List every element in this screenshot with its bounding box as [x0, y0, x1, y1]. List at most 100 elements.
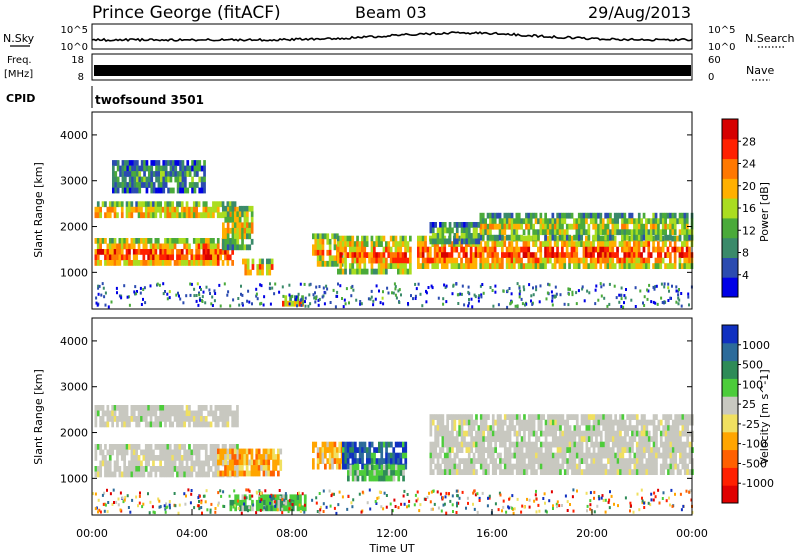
data-cell	[468, 301, 470, 305]
data-cell	[556, 505, 558, 509]
data-cell	[467, 447, 471, 453]
data-cell	[604, 252, 607, 258]
freq-trace	[94, 65, 691, 76]
data-cell	[380, 458, 384, 464]
data-cell	[243, 499, 247, 506]
data-cell	[140, 212, 143, 219]
data-cell	[534, 241, 538, 247]
data-cell	[130, 466, 134, 472]
data-cell	[351, 263, 355, 269]
data-cell	[580, 452, 584, 459]
data-cell	[563, 252, 567, 258]
data-cell	[166, 449, 170, 456]
data-cell	[524, 303, 526, 307]
data-cell	[587, 452, 591, 459]
data-cell	[561, 436, 565, 442]
data-cell	[453, 463, 457, 470]
data-cell	[481, 246, 485, 253]
data-cell	[597, 441, 601, 448]
data-cell	[267, 465, 271, 471]
data-cell	[321, 458, 325, 464]
data-cell	[518, 441, 521, 448]
data-cell	[634, 305, 637, 308]
data-cell	[455, 463, 459, 470]
data-cell	[193, 165, 197, 172]
data-cell	[558, 212, 562, 219]
data-cell	[366, 458, 369, 464]
data-cell	[124, 182, 127, 188]
data-cell	[517, 246, 521, 253]
data-cell	[261, 269, 264, 276]
data-cell	[652, 414, 656, 420]
data-cell	[443, 430, 447, 437]
data-cell	[111, 471, 114, 478]
data-cell	[463, 463, 466, 470]
data-cell	[99, 510, 102, 514]
data-cell	[156, 260, 160, 266]
data-cell	[314, 233, 318, 240]
data-cell	[260, 459, 263, 466]
data-cell	[183, 455, 186, 461]
colorbar-swatch	[722, 360, 738, 379]
data-cell	[616, 252, 619, 258]
data-cell	[669, 414, 673, 420]
data-cell	[171, 254, 174, 261]
data-cell	[568, 414, 572, 420]
data-cell	[664, 425, 668, 431]
data-cell	[685, 263, 689, 269]
data-cell	[166, 212, 170, 219]
data-cell	[641, 501, 644, 505]
data-cell	[477, 238, 481, 245]
data-cell	[278, 290, 281, 294]
data-cell	[221, 260, 225, 266]
colorbar-tick-label: 25	[742, 398, 756, 411]
data-cell	[400, 293, 402, 297]
data-cell	[197, 421, 201, 428]
data-cell	[353, 268, 357, 275]
data-cell	[633, 425, 637, 431]
data-cell	[385, 452, 388, 459]
data-cell	[259, 491, 262, 495]
data-cell	[472, 227, 476, 234]
data-cell	[472, 458, 476, 464]
data-cell	[549, 234, 552, 241]
data-cell	[525, 463, 529, 470]
data-cell	[178, 449, 182, 456]
data-cell	[590, 441, 593, 448]
data-cell	[455, 469, 459, 475]
data-cell	[166, 243, 170, 250]
data-cell	[351, 441, 355, 448]
data-cell	[506, 305, 509, 309]
data-cell	[643, 304, 646, 307]
data-cell	[209, 455, 213, 461]
data-cell	[544, 252, 547, 258]
data-cell	[544, 425, 548, 431]
beam-title: Beam 03	[355, 3, 427, 22]
data-cell	[654, 257, 658, 264]
data-cell	[135, 249, 138, 255]
data-cell	[508, 469, 512, 475]
data-cell	[178, 466, 182, 472]
data-cell	[178, 249, 182, 255]
data-cell	[643, 430, 646, 437]
data-cell	[671, 284, 673, 288]
data-cell	[556, 235, 559, 242]
data-cell	[563, 263, 567, 269]
data-cell	[219, 201, 222, 208]
data-cell	[556, 469, 560, 475]
data-cell	[628, 425, 632, 431]
data-cell	[373, 464, 377, 471]
data-cell	[521, 504, 524, 508]
data-cell	[328, 489, 331, 493]
data-cell	[233, 206, 237, 213]
data-cell	[173, 260, 177, 266]
data-cell	[401, 257, 405, 264]
data-cell	[385, 464, 389, 471]
data-cell	[233, 466, 237, 472]
data-cell	[669, 463, 673, 470]
data-cell	[135, 421, 138, 428]
data-cell	[370, 458, 374, 464]
data-cell	[128, 243, 131, 250]
data-cell	[373, 257, 376, 264]
data-cell	[192, 206, 196, 213]
